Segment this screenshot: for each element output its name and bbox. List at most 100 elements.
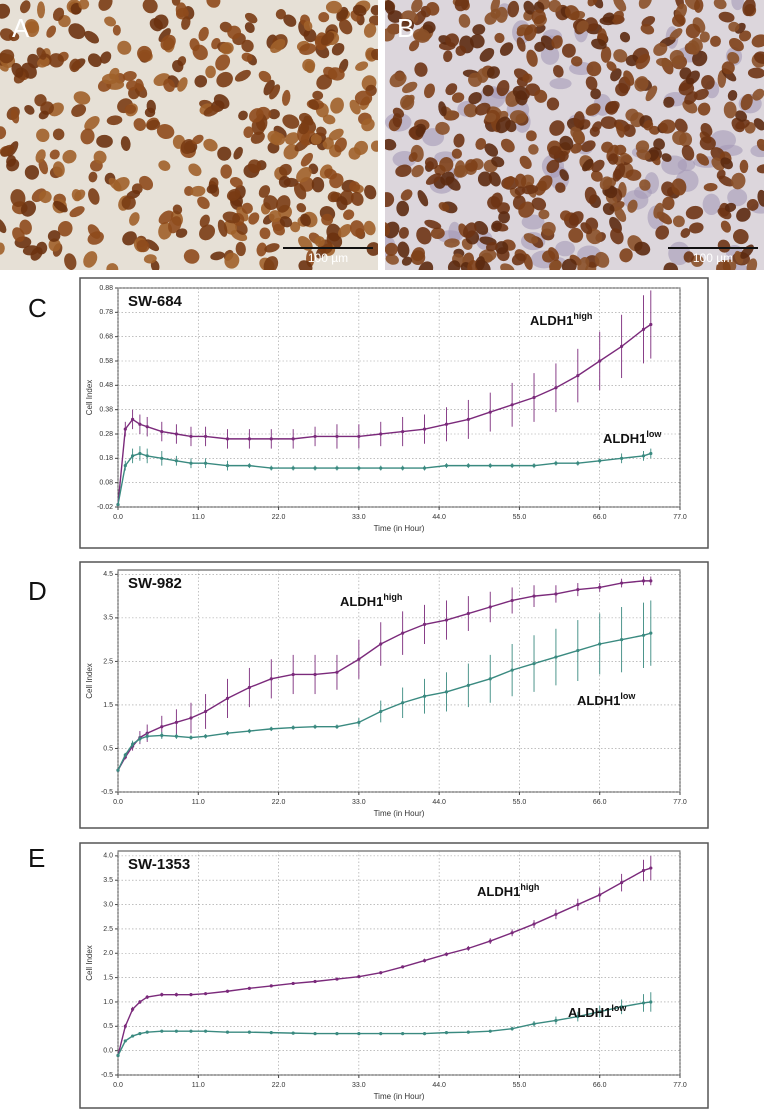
nucleus	[190, 185, 206, 197]
nucleus	[540, 35, 555, 51]
data-point	[532, 464, 536, 468]
nucleus	[279, 163, 292, 176]
nucleus	[57, 221, 73, 237]
nucleus	[83, 251, 98, 268]
data-point	[641, 1001, 646, 1005]
nucleus	[247, 159, 262, 174]
nucleus	[463, 103, 478, 118]
data-point	[649, 322, 653, 327]
data-point	[291, 1031, 295, 1035]
data-point	[138, 1032, 142, 1036]
data-point	[401, 701, 405, 705]
nucleus	[615, 82, 629, 97]
data-point	[203, 992, 208, 996]
data-point	[160, 1029, 164, 1033]
nucleus	[385, 242, 398, 256]
data-point	[203, 709, 208, 714]
data-point	[598, 1010, 602, 1014]
nucleus	[689, 222, 704, 234]
nucleus	[20, 200, 37, 217]
nucleus	[34, 94, 47, 107]
nucleus	[525, 130, 537, 142]
nucleus	[322, 114, 336, 125]
nucleus	[416, 227, 432, 245]
series-superscript: high	[573, 311, 592, 321]
nucleus	[516, 37, 526, 52]
nucleus	[36, 128, 50, 143]
data-point	[620, 881, 624, 885]
nucleus	[108, 177, 122, 191]
nucleus	[674, 118, 688, 133]
nucleus	[385, 254, 399, 265]
nucleus	[746, 199, 759, 211]
nucleus	[408, 152, 418, 162]
nucleus	[723, 101, 737, 119]
scale-bar-label: 100 µm	[693, 251, 733, 265]
nucleus	[444, 238, 460, 248]
data-point	[649, 579, 653, 583]
data-point	[145, 454, 149, 458]
nucleus	[296, 167, 312, 183]
nucleus	[343, 209, 355, 220]
series-line	[117, 1001, 651, 1056]
nucleus	[296, 202, 307, 213]
nucleus	[605, 101, 619, 115]
stroma	[540, 45, 560, 65]
nucleus	[163, 78, 175, 93]
nucleus	[417, 190, 429, 207]
nucleus	[146, 119, 161, 131]
data-point	[138, 451, 142, 456]
data-point	[379, 1032, 383, 1036]
nucleus	[653, 42, 668, 56]
nucleus	[0, 28, 15, 41]
nucleus	[327, 67, 345, 81]
nucleus	[699, 136, 716, 151]
data-point	[641, 327, 646, 331]
nucleus	[552, 65, 564, 78]
data-point	[130, 454, 135, 458]
nucleus	[339, 19, 353, 35]
panel-label: A	[12, 13, 30, 43]
data-point	[189, 434, 193, 439]
nucleus	[282, 89, 291, 106]
nucleus	[415, 126, 425, 137]
data-point	[466, 464, 470, 468]
nucleus	[24, 18, 39, 34]
data-point	[379, 466, 383, 470]
nucleus	[0, 144, 15, 157]
nucleus	[49, 149, 60, 160]
nucleus	[304, 60, 315, 74]
nucleus	[600, 116, 617, 129]
nucleus	[229, 177, 243, 188]
x-axis-label: Time (in Hour)	[374, 809, 425, 818]
nucleus	[24, 104, 35, 115]
data-point	[145, 995, 149, 999]
nucleus	[568, 227, 584, 243]
data-point	[488, 605, 492, 609]
nucleus	[451, 148, 463, 159]
data-point	[444, 690, 449, 694]
data-point	[116, 768, 120, 772]
nucleus	[224, 252, 240, 269]
series-label: ALDH1low	[568, 1003, 627, 1020]
data-point	[189, 993, 193, 997]
nucleus	[739, 159, 749, 174]
nucleus	[135, 78, 144, 92]
data-point	[357, 1032, 361, 1036]
data-point	[189, 716, 193, 720]
data-point	[269, 677, 273, 681]
nucleus	[168, 216, 182, 234]
nucleus	[0, 3, 11, 19]
nucleus	[609, 216, 622, 234]
data-point	[488, 1029, 492, 1033]
nucleus	[531, 9, 546, 25]
data-point	[401, 1032, 405, 1036]
nucleus	[497, 202, 510, 215]
data-point	[123, 1024, 127, 1028]
nucleus	[10, 189, 26, 207]
nucleus	[112, 24, 121, 36]
y-tick-label: 0.5	[103, 745, 113, 752]
nucleus	[24, 165, 40, 180]
nucleus	[87, 231, 104, 245]
nucleus	[531, 197, 547, 211]
